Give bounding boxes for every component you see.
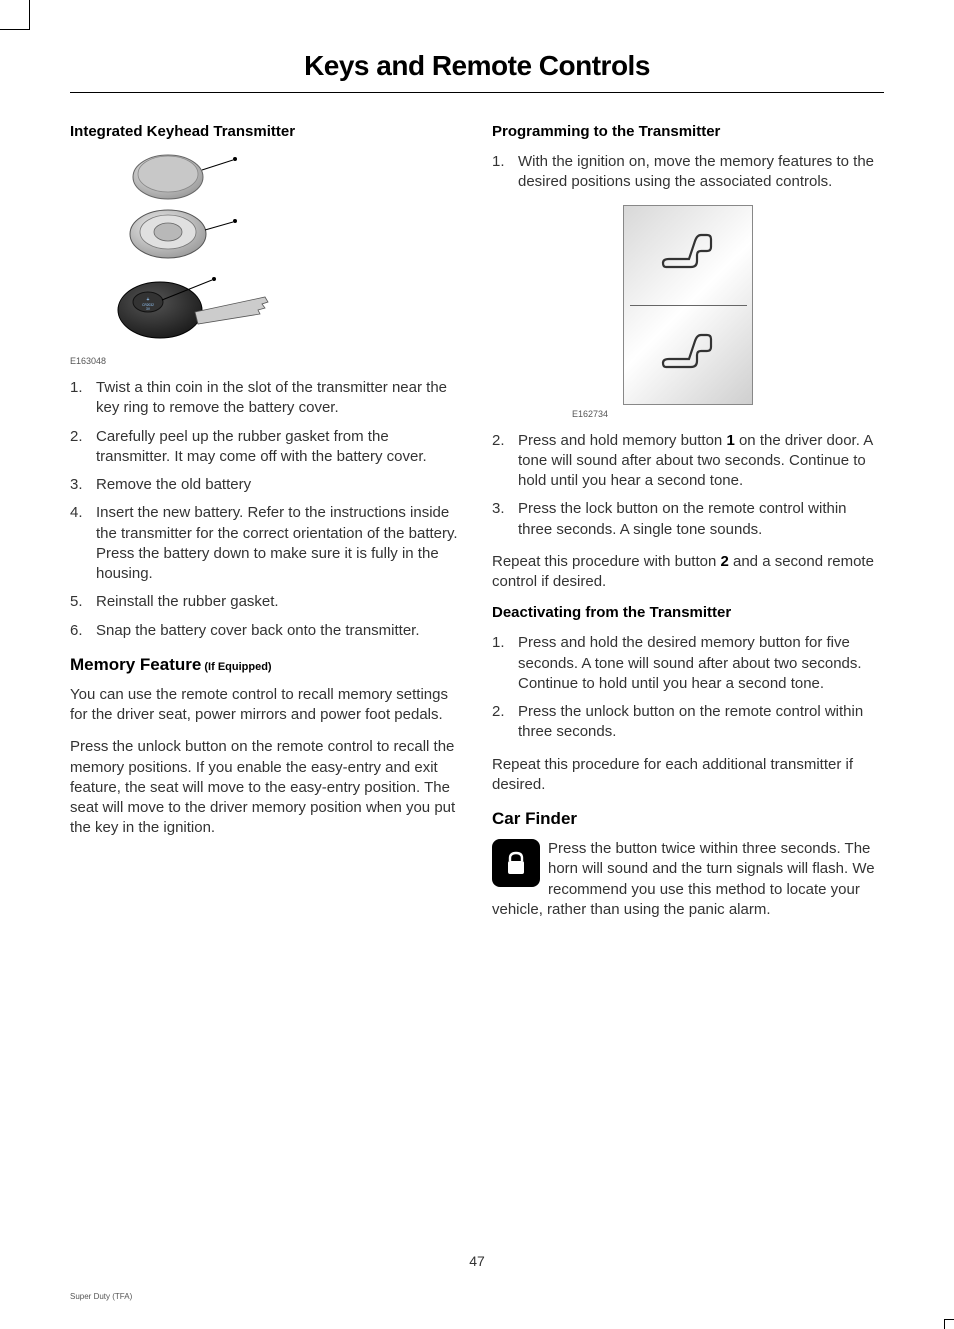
- deactivating-repeat-paragraph: Repeat this procedure for each additiona…: [492, 755, 884, 796]
- bold-number: 1: [726, 432, 734, 449]
- heading-deactivating: Deactivating from the Transmitter: [492, 604, 884, 621]
- list-item: Remove the old battery: [70, 475, 462, 495]
- right-column: Programming to the Transmitter With the …: [492, 123, 884, 932]
- heading-memory-feature: Memory Feature (If Equipped): [70, 655, 462, 675]
- programming-steps-bottom: Press and hold memory button 1 on the dr…: [492, 431, 884, 540]
- programming-steps-top: With the ignition on, move the memory fe…: [492, 152, 884, 193]
- two-column-layout: Integrated Keyhead Transmitter: [70, 123, 884, 932]
- text-fragment: Press and hold memory button: [518, 432, 726, 449]
- memory-panel-divider: [630, 305, 747, 306]
- list-item: Press and hold the desired memory button…: [492, 633, 884, 694]
- list-item: With the ignition on, move the memory fe…: [492, 152, 884, 193]
- page-content: Keys and Remote Controls Integrated Keyh…: [0, 0, 954, 972]
- list-item: Press and hold memory button 1 on the dr…: [492, 431, 884, 492]
- chapter-title: Keys and Remote Controls: [70, 50, 884, 93]
- heading-car-finder: Car Finder: [492, 809, 884, 829]
- list-item: Press the lock button on the remote cont…: [492, 499, 884, 540]
- list-item: Reinstall the rubber gasket.: [70, 592, 462, 612]
- heading-keyhead: Integrated Keyhead Transmitter: [70, 123, 462, 140]
- figure-caption-2: E162734: [572, 409, 884, 419]
- heading-programming: Programming to the Transmitter: [492, 123, 884, 140]
- list-item: Twist a thin coin in the slot of the tra…: [70, 378, 462, 419]
- heading-text: Memory Feature: [70, 655, 201, 674]
- list-item: Insert the new battery. Refer to the ins…: [70, 503, 462, 584]
- crop-mark: [0, 0, 30, 30]
- crop-mark: [944, 1319, 954, 1329]
- list-item: Press the unlock button on the remote co…: [492, 702, 884, 743]
- figure-caption-1: E163048: [70, 356, 462, 366]
- page-number: 47: [0, 1253, 954, 1269]
- programming-repeat-paragraph: Repeat this procedure with button 2 and …: [492, 552, 884, 593]
- memory-paragraph-1: You can use the remote control to recall…: [70, 685, 462, 726]
- text-fragment: Repeat this procedure with button: [492, 553, 720, 570]
- bold-number: 2: [720, 553, 728, 570]
- deactivating-steps-list: Press and hold the desired memory button…: [492, 633, 884, 742]
- figure-keyhead-transmitter: + CR2032 3V: [90, 152, 290, 352]
- list-item: Snap the battery cover back onto the tra…: [70, 621, 462, 641]
- car-finder-text: Press the button twice within three seco…: [492, 840, 875, 918]
- memory-paragraph-2: Press the unlock button on the remote co…: [70, 737, 462, 838]
- keyhead-steps-list: Twist a thin coin in the slot of the tra…: [70, 378, 462, 641]
- figure-memory-buttons: [623, 205, 753, 405]
- seat-icon: [661, 333, 716, 377]
- list-item: Carefully peel up the rubber gasket from…: [70, 427, 462, 468]
- lock-icon: [492, 839, 540, 887]
- heading-sub: (If Equipped): [201, 661, 271, 673]
- footer-text: Super Duty (TFA): [70, 1292, 132, 1301]
- left-column: Integrated Keyhead Transmitter: [70, 123, 462, 932]
- seat-icon: [661, 233, 716, 277]
- car-finder-paragraph: Press the button twice within three seco…: [492, 839, 884, 920]
